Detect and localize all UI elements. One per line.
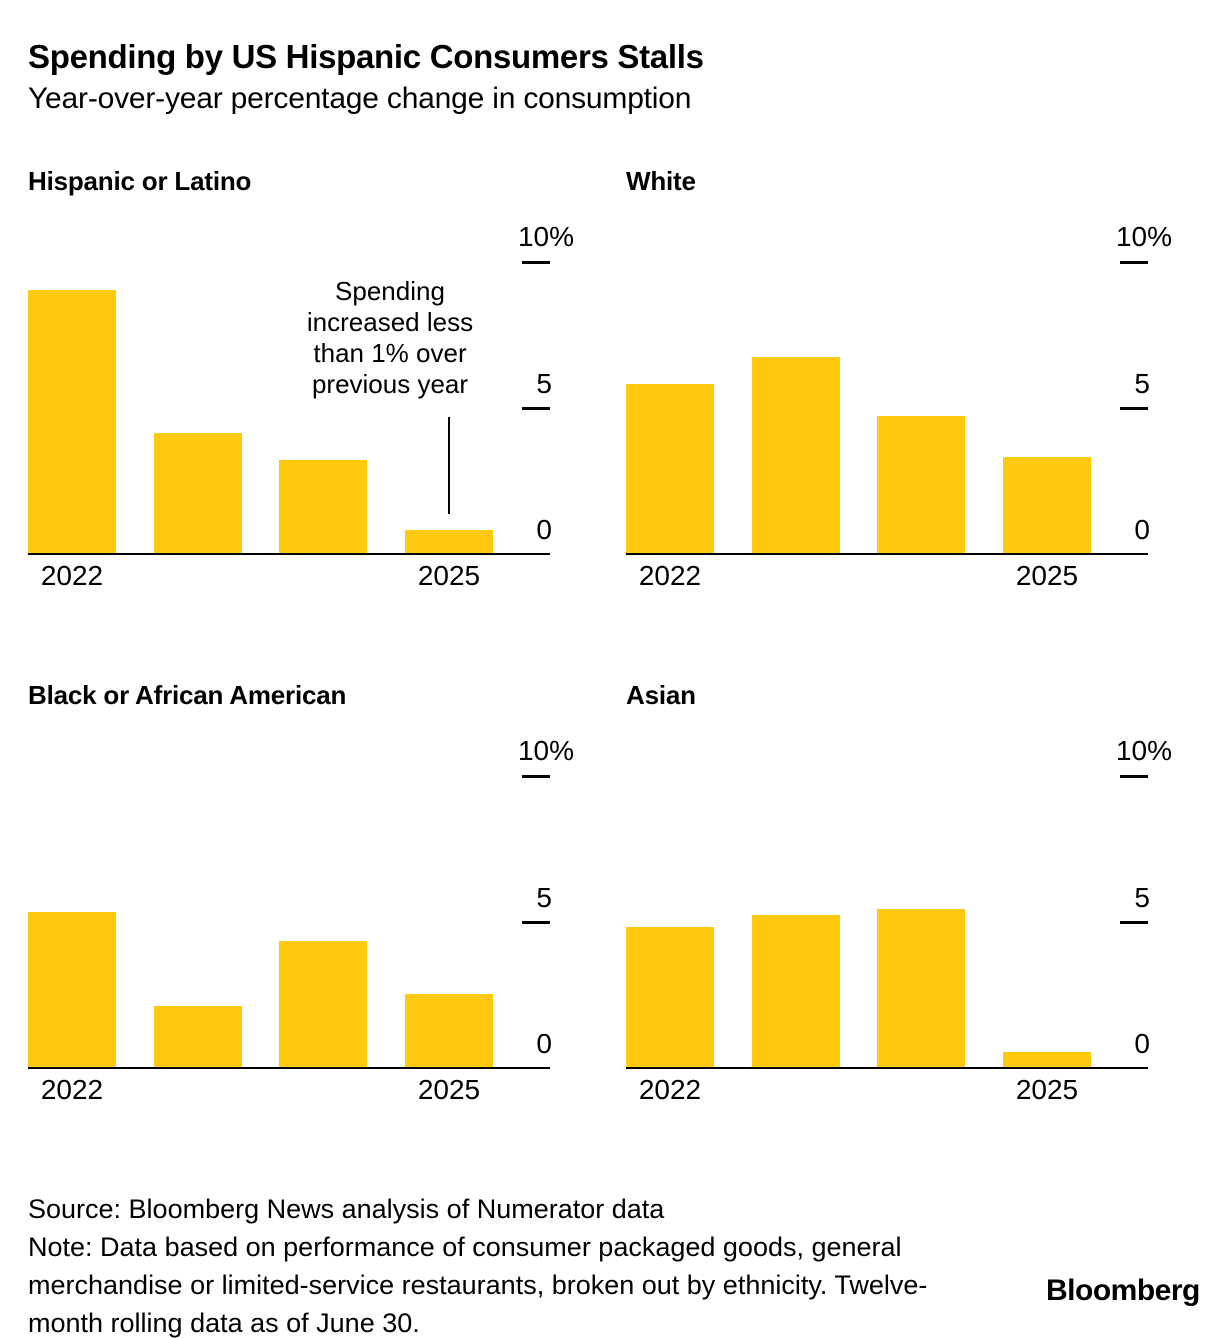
annotation-line-1: Spending	[335, 276, 445, 306]
y-tick-label-10: 10%	[517, 221, 574, 252]
x-label-2022: 2022	[638, 1074, 702, 1105]
panel-hispanic-or-latino: Hispanic or Latino 10% 5 0 2022 2025 Spe…	[28, 166, 588, 652]
panel-title: Black or African American	[28, 680, 347, 710]
bar-2022	[28, 912, 116, 1067]
y-tick-label-5: 5	[536, 882, 552, 913]
bar-2025	[405, 530, 493, 553]
x-axis-line	[28, 1067, 550, 1069]
annotation-line-4: previous year	[311, 369, 469, 399]
bar-2024	[279, 941, 367, 1067]
x-label-2022: 2022	[40, 1074, 104, 1105]
tick-dash-5	[1120, 921, 1148, 924]
x-axis-line	[28, 553, 550, 555]
x-axis-line	[626, 553, 1148, 555]
x-axis-line	[626, 1067, 1148, 1069]
y-tick-label-0: 0	[536, 514, 552, 545]
y-tick-label-0: 0	[1134, 1028, 1150, 1059]
y-tick-label-5: 5	[1134, 882, 1150, 913]
bar-2024	[877, 909, 965, 1067]
plot-area-white: 10% 5 0 2022 2025	[626, 220, 1172, 600]
tick-dash-10	[522, 261, 550, 264]
annotation-text: Spending increased less than 1% over pre…	[240, 276, 540, 400]
tick-dash-10	[1120, 261, 1148, 264]
bar-2024	[279, 460, 367, 553]
tick-dash-5	[1120, 407, 1148, 410]
y-tick-label-10: 10%	[517, 735, 574, 766]
panel-title: Hispanic or Latino	[28, 166, 252, 196]
bar-2023	[752, 357, 840, 553]
tick-dash-5	[522, 407, 550, 410]
bar-2022	[626, 927, 714, 1067]
footer-notes: Source: Bloomberg News analysis of Numer…	[28, 1190, 927, 1338]
plot-area-asian: 10% 5 0 2022 2025	[626, 734, 1172, 1114]
panel-title: White	[626, 166, 696, 196]
bar-2023	[154, 433, 242, 553]
y-tick-label-5: 5	[1134, 368, 1150, 399]
x-label-2025: 2025	[417, 1074, 481, 1105]
bar-2025	[1003, 457, 1091, 553]
panel-asian: Asian 10% 5 0 2022 2025	[626, 680, 1186, 1166]
y-tick-label-0: 0	[1134, 514, 1150, 545]
tick-dash-5	[522, 921, 550, 924]
bar-2022	[626, 384, 714, 553]
bar-2022	[28, 290, 116, 553]
note-line-2: merchandise or limited-service restauran…	[28, 1270, 928, 1300]
figure-subtitle: Year-over-year percentage change in cons…	[28, 82, 692, 115]
panel-white: White 10% 5 0 2022 2025	[626, 166, 1186, 652]
tick-dash-10	[522, 775, 550, 778]
y-tick-label-10: 10%	[1115, 735, 1172, 766]
figure-title: Spending by US Hispanic Consumers Stalls	[28, 38, 704, 75]
x-label-2025: 2025	[417, 560, 481, 591]
y-tick-label-0: 0	[536, 1028, 552, 1059]
x-label-2022: 2022	[638, 560, 702, 591]
bloomberg-logo: Bloomberg	[1046, 1274, 1200, 1307]
bar-2024	[877, 416, 965, 553]
tick-dash-10	[1120, 775, 1148, 778]
panel-title: Asian	[626, 680, 696, 710]
bar-2023	[752, 915, 840, 1067]
plot-area-hispanic: 10% 5 0 2022 2025 Spending increased les…	[28, 220, 574, 600]
annotation-line-2: increased less	[306, 307, 474, 337]
source-line: Source: Bloomberg News analysis of Numer…	[28, 1194, 665, 1224]
y-tick-label-5: 5	[536, 368, 552, 399]
bar-2025	[405, 994, 493, 1067]
note-line-1: Note: Data based on performance of consu…	[28, 1232, 902, 1262]
x-label-2025: 2025	[1015, 560, 1079, 591]
bar-2023	[154, 1006, 242, 1067]
bar-2025	[1003, 1052, 1091, 1067]
annotation-pointer-line	[448, 417, 450, 514]
y-tick-label-10: 10%	[1115, 221, 1172, 252]
annotation-line-3: than 1% over	[313, 338, 467, 368]
x-label-2025: 2025	[1015, 1074, 1079, 1105]
panel-black-or-african-american: Black or African American 10% 5 0 2022 2…	[28, 680, 588, 1166]
plot-area-black: 10% 5 0 2022 2025	[28, 734, 574, 1114]
x-label-2022: 2022	[40, 560, 104, 591]
note-line-3: month rolling data as of June 30.	[28, 1308, 420, 1338]
